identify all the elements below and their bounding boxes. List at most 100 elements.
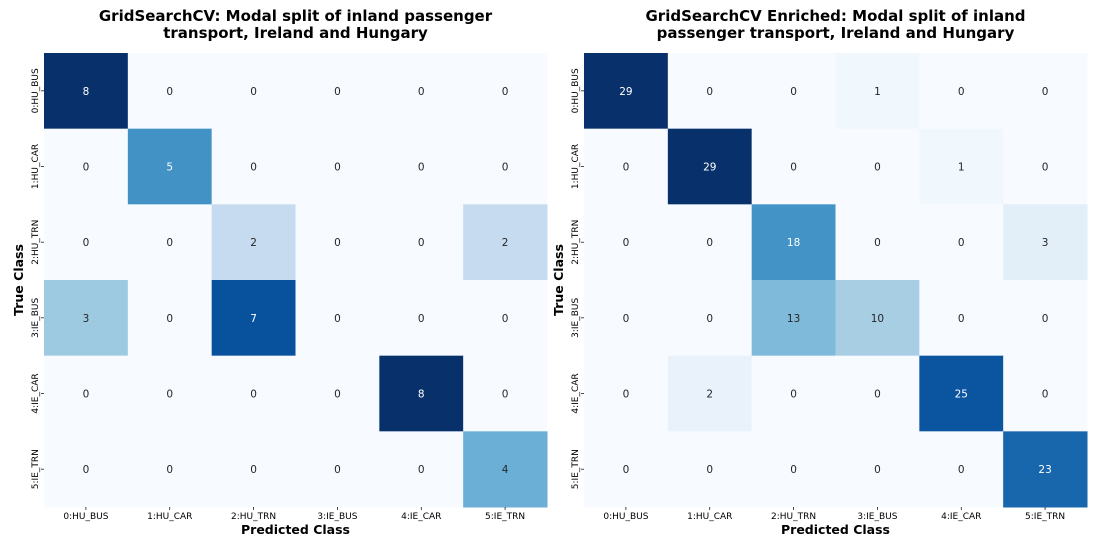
cell-value-label: 0: [623, 162, 630, 174]
cell-value-label: 18: [787, 237, 800, 249]
heatmap-cell: [835, 128, 920, 205]
cell-value-label: 0: [623, 237, 630, 249]
heatmap-cell: [584, 53, 669, 130]
heatmap-panel-1: GridSearchCV Enriched: Modal split of in…: [551, 7, 1088, 537]
cell-value-label: 0: [706, 464, 713, 476]
cell-value-label: 0: [874, 162, 881, 174]
heatmap-cell: [379, 355, 464, 432]
cell-value-label: 8: [83, 86, 90, 98]
cell-value-label: 0: [1042, 86, 1049, 98]
heatmap-cell: [127, 355, 213, 432]
heatmap-cell: [463, 431, 548, 508]
heatmap-cell: [1003, 204, 1088, 281]
heatmap-cell: [584, 355, 669, 432]
cell-value-label: 0: [958, 237, 965, 249]
heatmap-cell: [751, 280, 836, 357]
heatmap-cell: [127, 128, 213, 205]
cell-value-label: 0: [166, 237, 173, 249]
heatmap-cell: [1003, 280, 1088, 357]
cell-value-label: 0: [166, 464, 173, 476]
y-tick-label: 1:HU_CAR: [571, 144, 581, 189]
cell-value-label: 0: [1042, 389, 1049, 401]
cell-value-label: 0: [83, 162, 90, 174]
cell-value-label: 0: [1042, 313, 1049, 325]
y-tick-label: 2:HU_TRN: [31, 220, 41, 265]
heatmap-cell: [919, 431, 1004, 508]
heatmap-cell: [1003, 431, 1088, 508]
heatmap-cell: [127, 280, 213, 357]
heatmap-cell: [379, 204, 464, 281]
cell-value-label: 0: [706, 313, 713, 325]
cell-value-label: 2: [706, 389, 713, 401]
cell-value-label: 0: [790, 389, 797, 401]
heatmap-cell: [667, 355, 753, 432]
heatmap-cell: [295, 355, 380, 432]
cell-value-label: 0: [623, 464, 630, 476]
cell-value-label: 0: [502, 389, 509, 401]
heatmap-cell: [919, 128, 1004, 205]
heatmap-cell: [379, 128, 464, 205]
cell-value-label: 0: [623, 313, 630, 325]
y-tick-label: 3:IE_BUS: [31, 298, 41, 338]
x-tick-label: 3:IE_BUS: [317, 512, 357, 522]
heatmap-cell: [379, 53, 464, 130]
heatmap-cell: [295, 280, 380, 357]
x-tick-label: 1:HU_CAR: [687, 512, 732, 522]
cell-value-label: 10: [871, 313, 884, 325]
cell-value-label: 0: [958, 464, 965, 476]
x-tick-label: 5:IE_TRN: [1025, 512, 1065, 522]
heatmap-cell: [667, 204, 753, 281]
heatmap-cell: [295, 128, 380, 205]
heatmap-cell: [127, 53, 213, 130]
heatmap-cell: [211, 355, 296, 432]
heatmap-cell: [919, 355, 1004, 432]
heatmap-cell: [751, 128, 836, 205]
y-tick-label: 2:HU_TRN: [571, 220, 581, 265]
cell-value-label: 0: [958, 86, 965, 98]
heatmap-cell: [919, 280, 1004, 357]
heatmap-cell: [751, 431, 836, 508]
cell-value-label: 2: [502, 237, 509, 249]
x-tick-label: 4:IE_CAR: [941, 512, 981, 522]
heatmap-cell: [1003, 128, 1088, 205]
cell-value-label: 0: [418, 237, 425, 249]
heatmap-cell: [463, 204, 548, 281]
y-tick-label: 0:HU_BUS: [571, 68, 581, 113]
cell-value-label: 29: [619, 86, 632, 98]
cell-value-label: 0: [790, 464, 797, 476]
cell-value-label: 25: [955, 389, 968, 401]
cell-value-label: 0: [418, 162, 425, 174]
cell-value-label: 0: [874, 389, 881, 401]
cell-value-label: 0: [83, 464, 90, 476]
cell-value-label: 3: [83, 313, 90, 325]
x-axis-label: Predicted Class: [241, 522, 350, 537]
heatmap-cell: [211, 128, 296, 205]
cell-value-label: 0: [1042, 162, 1049, 174]
heatmap-cell: [463, 355, 548, 432]
cell-value-label: 0: [250, 464, 257, 476]
heatmap-cell: [667, 128, 753, 205]
heatmap-cell: [44, 53, 129, 130]
cell-value-label: 3: [1042, 237, 1049, 249]
cell-value-label: 0: [502, 313, 509, 325]
chart-title-line: passenger transport, Ireland and Hungary: [657, 24, 1015, 42]
chart-title-line: GridSearchCV: Modal split of inland pass…: [99, 7, 493, 25]
x-tick-label: 5:IE_TRN: [485, 512, 525, 522]
y-tick-label: 3:IE_BUS: [571, 298, 581, 338]
chart-title-line: transport, Ireland and Hungary: [163, 24, 428, 42]
heatmap-cell: [127, 204, 213, 281]
cell-value-label: 0: [502, 86, 509, 98]
heatmap-cell: [127, 431, 213, 508]
cell-value-label: 0: [83, 237, 90, 249]
heatmap-cell: [295, 204, 380, 281]
y-tick-label: 5:IE_TRN: [571, 449, 581, 489]
cell-value-label: 5: [166, 162, 173, 174]
heatmap-cell: [667, 431, 753, 508]
cell-value-label: 0: [166, 389, 173, 401]
cell-value-label: 7: [250, 313, 257, 325]
x-tick-label: 0:HU_BUS: [63, 512, 108, 522]
cell-value-label: 0: [874, 237, 881, 249]
heatmap-cell: [379, 431, 464, 508]
cell-value-label: 23: [1038, 464, 1051, 476]
cell-value-label: 13: [787, 313, 800, 325]
